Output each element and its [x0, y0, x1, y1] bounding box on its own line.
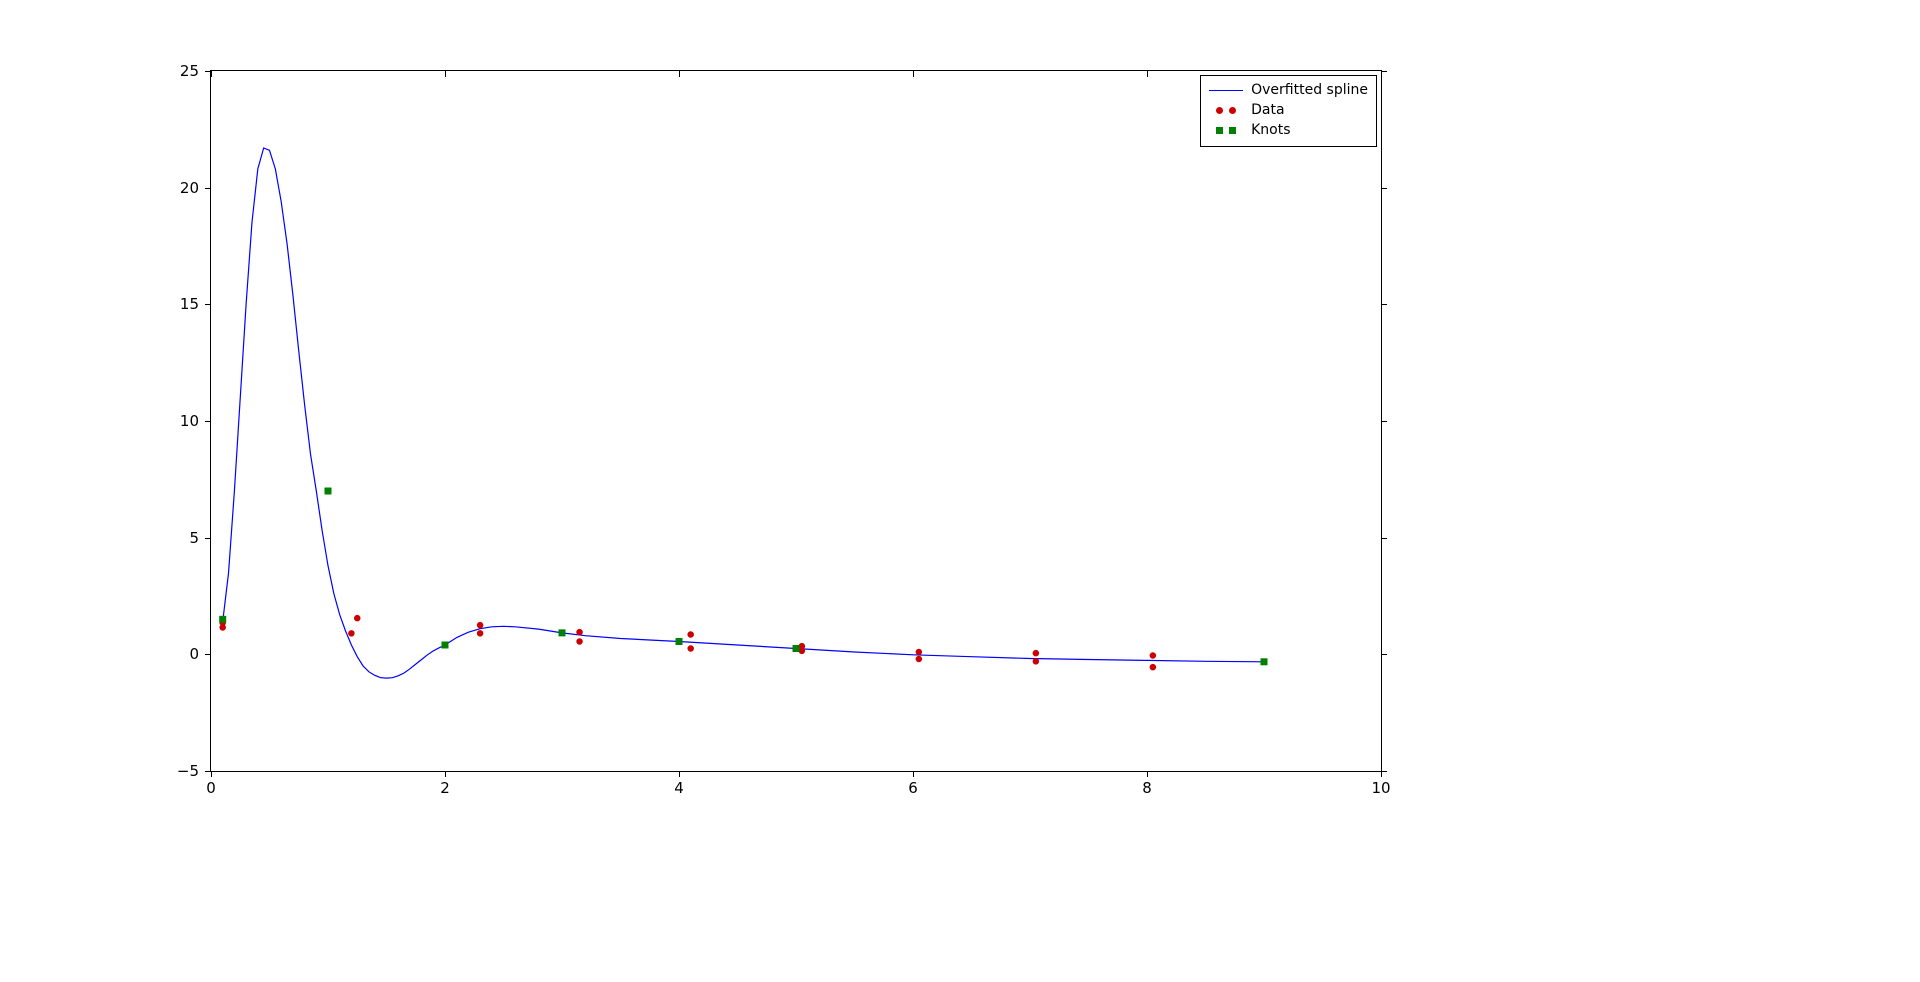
x-tick-mark: [1147, 771, 1148, 777]
legend-label: Knots: [1251, 122, 1290, 138]
data-point: [687, 631, 694, 638]
x-tick-label: 8: [1142, 779, 1152, 797]
y-tick-mark: [205, 421, 211, 422]
x-tick-mark: [1147, 71, 1148, 77]
knot-point: [793, 645, 800, 652]
data-point: [916, 649, 923, 656]
y-tick-label: 0: [189, 645, 199, 663]
y-tick-label: 15: [180, 295, 199, 313]
y-tick-mark: [1381, 771, 1387, 772]
x-tick-mark: [445, 71, 446, 77]
y-tick-mark: [1381, 654, 1387, 655]
y-tick-mark: [1381, 538, 1387, 539]
legend-item-data: Data: [1209, 100, 1368, 120]
knot-point: [676, 638, 683, 645]
x-tick-mark: [913, 771, 914, 777]
x-tick-label: 2: [440, 779, 450, 797]
x-tick-mark: [445, 771, 446, 777]
y-tick-mark: [205, 771, 211, 772]
data-point: [348, 630, 355, 637]
knot-point: [219, 616, 226, 623]
y-tick-mark: [1381, 421, 1387, 422]
y-tick-mark: [205, 188, 211, 189]
data-point: [1033, 650, 1040, 657]
y-tick-mark: [205, 538, 211, 539]
legend-swatch-line: [1209, 83, 1243, 97]
knot-point: [325, 488, 332, 495]
y-tick-mark: [205, 654, 211, 655]
data-point: [799, 643, 806, 650]
x-tick-mark: [679, 771, 680, 777]
legend-item-knots: Knots: [1209, 120, 1368, 140]
knot-point: [559, 629, 566, 636]
y-tick-mark: [1381, 71, 1387, 72]
x-tick-mark: [913, 71, 914, 77]
y-tick-mark: [205, 304, 211, 305]
knot-point: [442, 642, 449, 649]
data-point: [687, 645, 694, 652]
y-tick-label: 25: [180, 62, 199, 80]
y-tick-mark: [1381, 188, 1387, 189]
y-tick-label: 5: [189, 529, 199, 547]
plot-canvas: [211, 71, 1381, 771]
data-point: [576, 638, 583, 645]
knot-point: [1261, 658, 1268, 665]
plot-axes: Overfitted spline Data Knots 0246810−505…: [210, 70, 1382, 772]
y-tick-mark: [205, 71, 211, 72]
legend: Overfitted spline Data Knots: [1200, 75, 1377, 147]
y-tick-label: 20: [180, 179, 199, 197]
x-tick-label: 4: [674, 779, 684, 797]
legend-label: Data: [1251, 102, 1284, 118]
legend-swatch-squares: [1209, 123, 1243, 137]
x-tick-label: 10: [1371, 779, 1390, 797]
figure: Overfitted spline Data Knots 0 2 4 6 8 10 −5 0 5…: [0, 0, 1920, 982]
legend-item-spline: Overfitted spline: [1209, 80, 1368, 100]
data-point: [576, 629, 583, 636]
x-tick-mark: [211, 771, 212, 777]
x-tick-mark: [211, 71, 212, 77]
y-tick-label: 10: [180, 412, 199, 430]
legend-swatch-dots: [1209, 103, 1243, 117]
y-tick-label: −5: [177, 762, 199, 780]
spline-line: [223, 148, 1264, 678]
x-tick-mark: [679, 71, 680, 77]
x-tick-label: 6: [908, 779, 918, 797]
legend-label: Overfitted spline: [1251, 82, 1368, 98]
y-tick-mark: [1381, 304, 1387, 305]
data-point: [477, 630, 484, 637]
data-point: [916, 656, 923, 663]
data-point: [354, 615, 361, 622]
data-point: [1150, 652, 1157, 659]
x-tick-label: 0: [206, 779, 216, 797]
data-point: [1033, 658, 1040, 665]
data-point: [1150, 664, 1157, 671]
data-point: [477, 622, 484, 629]
